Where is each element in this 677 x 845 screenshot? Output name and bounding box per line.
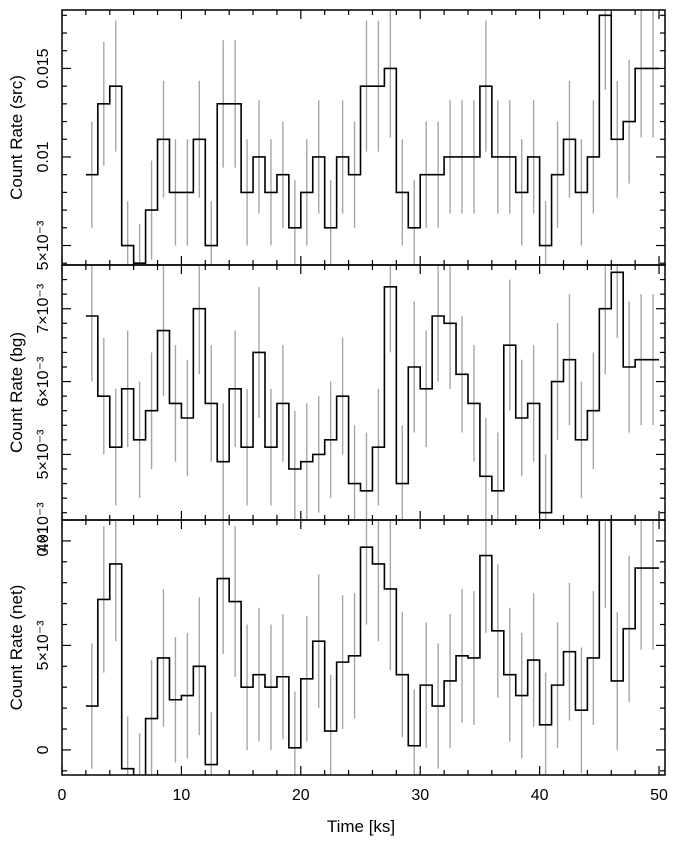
lightcurve-step-net [85, 520, 660, 775]
x-tick-label: 10 [173, 787, 191, 804]
y-tick-label: 4×10⁻³ [35, 502, 52, 552]
y-tick-label: 5×10⁻³ [35, 220, 52, 270]
y-tick-label: 0.01 [35, 525, 52, 556]
panel-bg: 4×10⁻³ 5×10⁻³ 6×10⁻³ 7×10⁻³ Count Rate (bg) [7, 264, 666, 552]
y-tick-label: 0.015 [35, 48, 52, 88]
panels-layer: 5×10⁻³ 0.01 0.015 Count Rate (src) 4×10⁻³ 5×1… [7, 9, 668, 804]
x-tick-label: 0 [58, 787, 67, 804]
panel-frame-bg [61, 264, 666, 521]
x-axis-label: Time [ks] [327, 817, 395, 836]
y-tick-label: 5×10⁻³ [35, 429, 52, 479]
y-tick-label: 0 [35, 745, 52, 754]
y-tick-label: 0.01 [35, 141, 52, 172]
panel-net: 0 5×10⁻³ 0.01 Count Rate (net) [7, 519, 666, 776]
panel-frame-src [61, 9, 666, 266]
y-axis-label-src: Count Rate (src) [7, 75, 26, 200]
plot-area-net [85, 520, 660, 775]
y-tick-label: 5×10⁻³ [35, 620, 52, 670]
panel-src: 5×10⁻³ 0.01 0.015 Count Rate (src) [7, 9, 666, 270]
panel-frame-net [61, 519, 666, 776]
x-tick-label: 40 [531, 787, 549, 804]
lightcurve-step-bg [85, 271, 660, 514]
plot-area-src [85, 10, 660, 265]
y-tick-label: 6×10⁻³ [35, 356, 52, 406]
lightcurve-step-src [85, 14, 660, 265]
x-tick-label: 50 [650, 787, 668, 804]
y-axis-label-bg: Count Rate (bg) [7, 332, 26, 453]
y-tick-label: 7×10⁻³ [35, 283, 52, 333]
x-tick-label: 20 [292, 787, 310, 804]
plot-area-bg [85, 265, 660, 520]
x-tick-label: 30 [411, 787, 429, 804]
y-axis-label-net: Count Rate (net) [7, 585, 26, 711]
